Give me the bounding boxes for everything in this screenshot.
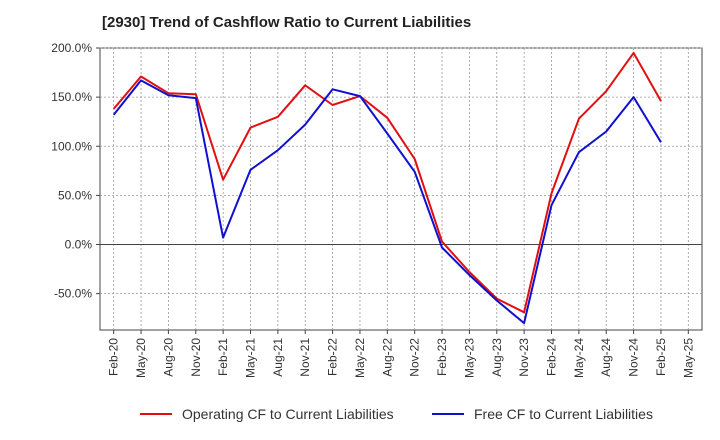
x-tick-label: Aug-20 <box>161 338 175 377</box>
x-tick-label: May-22 <box>353 338 367 378</box>
x-tick-label: May-24 <box>572 338 586 378</box>
x-tick-label: Feb-24 <box>545 338 559 376</box>
x-tick-label: Feb-21 <box>216 338 230 376</box>
x-tick-label: May-21 <box>244 338 258 378</box>
x-tick-label: Feb-22 <box>326 338 340 376</box>
x-tick-label: May-20 <box>134 338 148 378</box>
x-tick-label: Feb-23 <box>435 338 449 376</box>
x-tick-label: Nov-24 <box>627 338 641 377</box>
x-tick-label: Nov-23 <box>517 338 531 377</box>
y-tick-label: 0.0% <box>65 238 93 252</box>
series-line-free-cf <box>112 79 662 325</box>
x-tick-label: Aug-24 <box>599 338 613 377</box>
chart-title: [2930] Trend of Cashflow Ratio to Curren… <box>102 14 472 31</box>
series-line-operating-cf <box>112 51 662 314</box>
y-tick-label: 150.0% <box>51 90 92 104</box>
x-tick-label: Aug-22 <box>380 338 394 377</box>
x-tick-label: Nov-20 <box>189 338 203 377</box>
x-tick-label: Aug-23 <box>490 338 504 377</box>
x-tick-label: Feb-25 <box>654 338 668 376</box>
x-tick-label: May-23 <box>462 338 476 378</box>
x-tick-label: May-25 <box>681 338 695 378</box>
x-tick-label: Nov-22 <box>408 338 422 377</box>
x-tick-label: Feb-20 <box>107 338 121 376</box>
legend-label: Free CF to Current Liabilities <box>474 406 653 422</box>
x-tick-label: Nov-21 <box>298 338 312 377</box>
y-tick-label: -50.0% <box>54 287 92 301</box>
y-tick-label: 50.0% <box>58 188 92 202</box>
plot-area <box>99 47 703 331</box>
y-tick-label: 200.0% <box>51 41 92 55</box>
legend-label: Operating CF to Current Liabilities <box>182 406 394 422</box>
x-tick-label: Aug-21 <box>271 338 285 377</box>
y-tick-label: 100.0% <box>51 139 92 153</box>
